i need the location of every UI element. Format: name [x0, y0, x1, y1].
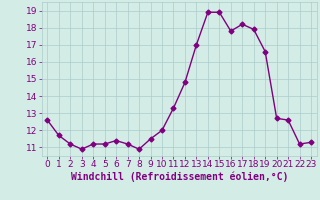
X-axis label: Windchill (Refroidissement éolien,°C): Windchill (Refroidissement éolien,°C): [70, 172, 288, 182]
